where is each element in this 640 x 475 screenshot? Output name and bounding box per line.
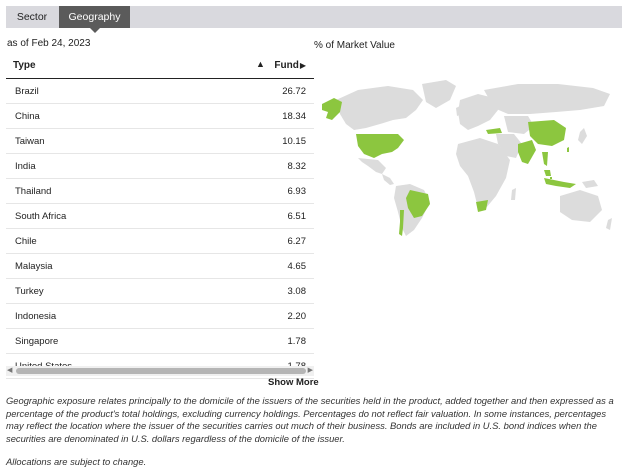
- geographic-exposure-disclaimer: Geographic exposure relates principally …: [6, 395, 614, 444]
- fund-percentage: 1.78: [287, 336, 307, 347]
- fund-percentage: 18.34: [282, 111, 306, 122]
- tab-sector[interactable]: Sector: [16, 11, 48, 23]
- country-name: Turkey: [15, 286, 44, 297]
- scroll-right-icon[interactable]: ▶: [307, 367, 313, 374]
- map-singapore: [550, 177, 552, 179]
- table-row: Thailand 6.93: [6, 179, 314, 204]
- country-name: Brazil: [15, 86, 39, 97]
- table-row: Malaysia 4.65: [6, 254, 314, 279]
- fund-percentage: 26.72: [282, 86, 306, 97]
- map-thailand: [542, 152, 548, 166]
- table-row: China 18.34: [6, 104, 314, 129]
- map-taiwan: [567, 147, 569, 152]
- table-row: Chile 6.27: [6, 229, 314, 254]
- table-row: Indonesia 2.20: [6, 304, 314, 329]
- map-india: [518, 140, 536, 164]
- fund-percentage: 4.65: [287, 261, 307, 272]
- map-canada: [336, 86, 423, 130]
- map-malaysia: [544, 170, 551, 176]
- map-middle-east: [496, 134, 522, 158]
- map-title: % of Market Value: [314, 40, 395, 51]
- map-greenland: [422, 80, 456, 108]
- country-name: Chile: [15, 236, 37, 247]
- tab-geography[interactable]: Geography: [59, 6, 130, 33]
- country-name: Singapore: [15, 336, 59, 347]
- show-more-button[interactable]: Show More: [268, 377, 319, 388]
- active-tab-caret-icon: [90, 28, 100, 33]
- map-africa: [456, 138, 510, 208]
- map-central-america: [382, 174, 394, 185]
- map-brazil: [406, 190, 430, 218]
- table-row: Taiwan 10.15: [6, 129, 314, 154]
- fund-percentage: 6.93: [287, 186, 307, 197]
- horizontal-scrollbar[interactable]: ◀ ▶: [6, 366, 314, 376]
- fund-percentage: 8.32: [287, 161, 307, 172]
- sort-ascending-icon[interactable]: ▲: [256, 59, 265, 69]
- column-header-type[interactable]: Type: [13, 60, 36, 71]
- fund-percentage: 2.20: [287, 311, 307, 322]
- map-new-zealand: [606, 218, 612, 230]
- map-central-asia: [504, 116, 534, 134]
- table-row: Turkey 3.08: [6, 279, 314, 304]
- map-png: [582, 180, 598, 188]
- map-uk: [456, 106, 462, 116]
- scroll-left-icon[interactable]: ◀: [7, 367, 13, 374]
- table-body: Brazil 26.72 China 18.34 Taiwan 10.15 India 8.3…: [6, 79, 314, 379]
- fund-percentage: 6.51: [287, 211, 307, 222]
- map-mexico: [358, 158, 386, 174]
- map-turkey: [486, 128, 502, 134]
- tab-bar: Sector Geography: [6, 6, 622, 33]
- column-header-fund[interactable]: Fund▶: [274, 60, 306, 71]
- country-name: South Africa: [15, 211, 67, 222]
- map-alaska: [322, 98, 342, 120]
- country-name: China: [15, 111, 40, 122]
- map-chile: [399, 210, 404, 236]
- column-header-fund-label: Fund: [274, 60, 299, 71]
- country-name: Thailand: [15, 186, 52, 197]
- table-header: Type ▲ Fund▶: [6, 54, 314, 79]
- country-name: Taiwan: [15, 136, 45, 147]
- fund-percentage: 10.15: [282, 136, 306, 147]
- map-south-africa: [476, 200, 488, 212]
- fund-percentage: 6.27: [287, 236, 307, 247]
- map-japan: [578, 128, 587, 144]
- table-row: South Africa 6.51: [6, 204, 314, 229]
- scrollbar-thumb[interactable]: [16, 368, 306, 374]
- allocations-note: Allocations are subject to change.: [6, 456, 147, 467]
- country-name: Malaysia: [15, 261, 53, 272]
- world-map: [322, 80, 612, 236]
- table-row: India 8.32: [6, 154, 314, 179]
- map-united-states: [356, 134, 404, 158]
- next-column-icon[interactable]: ▶: [299, 61, 306, 70]
- map-madagascar: [511, 188, 516, 200]
- country-name: Indonesia: [15, 311, 57, 322]
- map-indonesia: [544, 178, 576, 188]
- as-of-date: as of Feb 24, 2023: [7, 38, 91, 49]
- table-row: Singapore 1.78: [6, 329, 314, 354]
- country-name: India: [15, 161, 36, 172]
- map-russia: [484, 84, 610, 114]
- geography-table: Type ▲ Fund▶ Brazil 26.72 China 18.34 Taiwan…: [6, 54, 314, 379]
- tab-geography-label: Geography: [68, 11, 121, 23]
- fund-percentage: 3.08: [287, 286, 307, 297]
- map-china: [528, 120, 566, 146]
- map-europe: [458, 94, 498, 130]
- map-australia: [560, 190, 602, 222]
- table-row: Brazil 26.72: [6, 79, 314, 104]
